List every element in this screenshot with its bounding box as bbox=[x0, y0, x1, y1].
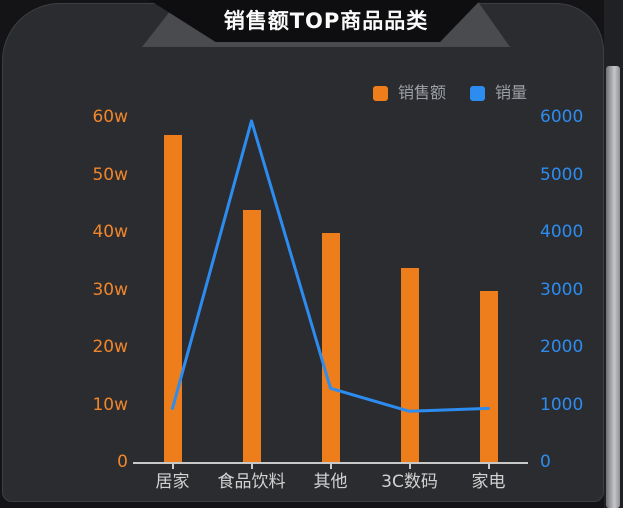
bar-食品饮料 bbox=[242, 210, 261, 463]
title-banner: 销售额TOP商品品类 bbox=[142, 0, 510, 47]
x-axis-tick bbox=[408, 464, 411, 469]
bar-其他 bbox=[321, 233, 340, 463]
x-axis-tick bbox=[250, 464, 253, 469]
left-axis-label: 0 bbox=[117, 452, 128, 472]
right-axis-label: 2000 bbox=[540, 337, 584, 357]
right-axis-label: 4000 bbox=[540, 222, 584, 242]
right-edge-rail bbox=[604, 0, 623, 508]
bar-居家 bbox=[163, 135, 182, 463]
left-axis-label: 40w bbox=[92, 222, 128, 242]
bar-家电 bbox=[479, 290, 498, 463]
left-axis-label: 10w bbox=[92, 394, 128, 415]
legend-label: 销售额 bbox=[397, 83, 446, 102]
right-axis-label: 3000 bbox=[540, 279, 584, 300]
dashboard-panel bbox=[2, 3, 604, 502]
category-label-食品饮料: 食品饮料 bbox=[217, 472, 286, 492]
right-axis-label: 1000 bbox=[540, 394, 584, 415]
x-axis-line bbox=[133, 462, 528, 464]
bar-3C数码 bbox=[400, 267, 419, 463]
category-label-其他: 其他 bbox=[313, 472, 348, 492]
x-axis-tick bbox=[487, 464, 490, 469]
x-axis-tick bbox=[171, 464, 174, 469]
left-axis-label: 20w bbox=[92, 337, 128, 357]
category-label-3C数码: 3C数码 bbox=[381, 472, 438, 492]
vertical-scrollbar[interactable] bbox=[606, 66, 620, 508]
left-axis-label: 50w bbox=[92, 164, 128, 185]
right-axis-label: 5000 bbox=[540, 164, 584, 185]
left-axis-label: 30w bbox=[92, 279, 128, 300]
page-title: 销售额TOP商品品类 bbox=[223, 8, 429, 33]
category-label-居家: 居家 bbox=[155, 472, 190, 492]
sales-volume-swatch-icon bbox=[469, 85, 485, 101]
chart-legend: 销售额 销量 bbox=[372, 83, 527, 102]
right-axis-label: 0 bbox=[540, 452, 551, 472]
category-label-家电: 家电 bbox=[471, 472, 506, 492]
right-axis-label: 6000 bbox=[540, 107, 584, 127]
legend-item-sales-volume[interactable]: 销量 bbox=[469, 83, 527, 102]
sales-amount-swatch-icon bbox=[372, 85, 388, 101]
legend-item-sales-amount[interactable]: 销售额 bbox=[372, 83, 446, 102]
left-axis-label: 60w bbox=[92, 107, 128, 127]
legend-label: 销量 bbox=[494, 83, 527, 102]
x-axis-tick bbox=[329, 464, 332, 469]
